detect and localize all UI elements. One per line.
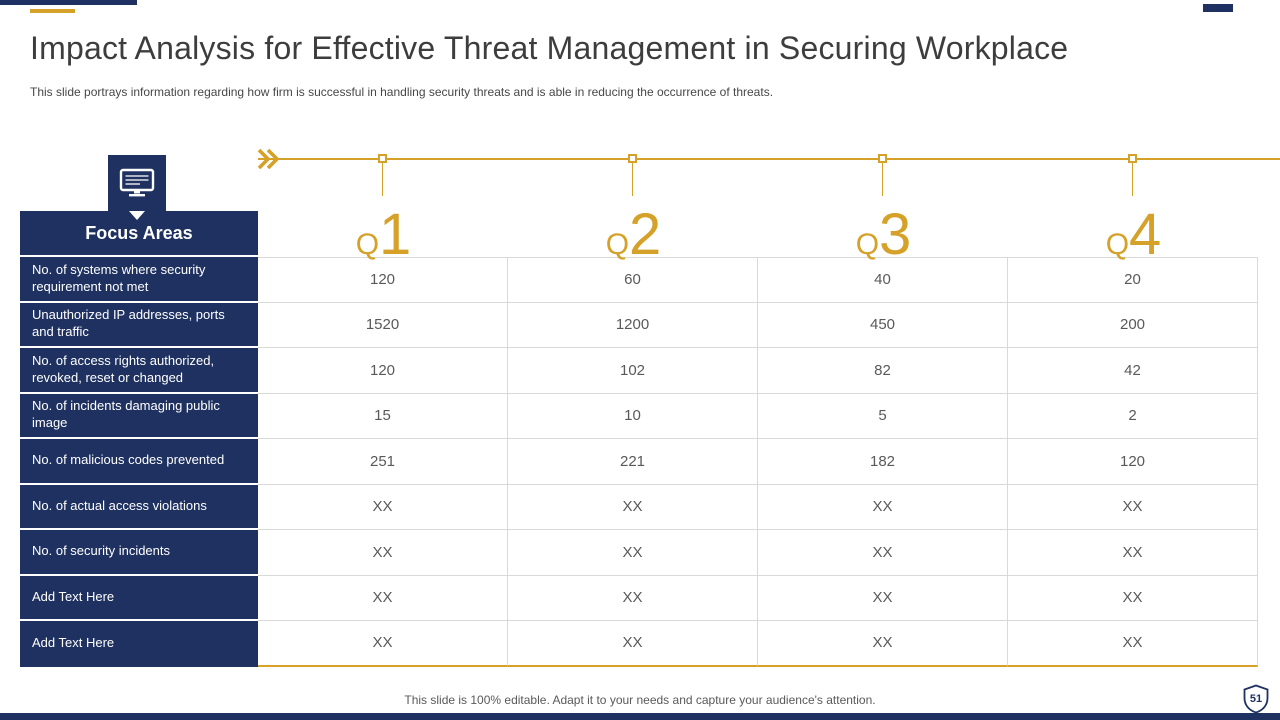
value-cell: XX xyxy=(258,575,508,621)
double-chevron-icon xyxy=(257,148,280,170)
value-cell: XX xyxy=(508,621,758,667)
value-cell: XX xyxy=(1008,484,1258,530)
value-cell: 450 xyxy=(758,302,1008,348)
value-cell: 5 xyxy=(758,393,1008,439)
q-prefix: Q xyxy=(1105,228,1130,261)
row-label: No. of security incidents xyxy=(20,530,258,576)
value-cell: XX xyxy=(758,530,1008,576)
row-label: Add Text Here xyxy=(20,621,258,667)
q-number: 4 xyxy=(1129,202,1161,267)
monitor-icon-box xyxy=(108,155,166,211)
slide-subtitle: This slide portrays information regardin… xyxy=(30,85,774,99)
value-cell: 120 xyxy=(1008,439,1258,485)
value-cell: 102 xyxy=(508,348,758,394)
value-cell: XX xyxy=(258,530,508,576)
value-cell: 10 xyxy=(508,393,758,439)
value-cell: 82 xyxy=(758,348,1008,394)
row-label: Add Text Here xyxy=(20,575,258,621)
value-cell: 20 xyxy=(1008,257,1258,303)
timeline-drop-line xyxy=(882,161,883,196)
page-number: 51 xyxy=(1250,693,1262,705)
value-cell: 120 xyxy=(258,257,508,303)
value-cell: 15 xyxy=(258,393,508,439)
value-cell: XX xyxy=(1008,621,1258,667)
q-number: 3 xyxy=(879,202,911,267)
q-number: 1 xyxy=(379,202,411,267)
bottom-navy-bar xyxy=(0,713,1280,720)
q-prefix: Q xyxy=(355,228,380,261)
value-cell: XX xyxy=(508,575,758,621)
value-cell: XX xyxy=(508,484,758,530)
value-cell: XX xyxy=(508,530,758,576)
value-cell: 42 xyxy=(1008,348,1258,394)
q-prefix: Q xyxy=(605,228,630,261)
value-cell: 2 xyxy=(1008,393,1258,439)
row-label: No. of malicious codes prevented xyxy=(20,439,258,485)
value-cell: 182 xyxy=(758,439,1008,485)
page-title: Impact Analysis for Effective Threat Man… xyxy=(30,30,1069,66)
timeline-drop-line xyxy=(1132,161,1133,196)
monitor-icon xyxy=(119,168,155,197)
value-cell: XX xyxy=(258,621,508,667)
q-number: 2 xyxy=(629,202,661,267)
row-label: No. of incidents damaging public image xyxy=(20,393,258,439)
timeline-drop-line xyxy=(632,161,633,196)
value-cell: XX xyxy=(1008,575,1258,621)
q-prefix: Q xyxy=(855,228,880,261)
top-right-navy-bar xyxy=(1203,4,1233,12)
value-cell: XX xyxy=(1008,530,1258,576)
value-cell: XX xyxy=(758,484,1008,530)
footer-note: This slide is 100% editable. Adapt it to… xyxy=(404,693,876,707)
value-cell: 40 xyxy=(758,257,1008,303)
value-cell: 120 xyxy=(258,348,508,394)
row-label: Unauthorized IP addresses, ports and tra… xyxy=(20,302,258,348)
top-left-gold-accent xyxy=(30,9,75,13)
shield-page-badge-icon: 51 xyxy=(1243,684,1269,714)
row-label: No. of systems where security requiremen… xyxy=(20,257,258,303)
value-cell: XX xyxy=(758,575,1008,621)
timeline-line xyxy=(258,158,1280,160)
value-cell: 221 xyxy=(508,439,758,485)
value-cell: 251 xyxy=(258,439,508,485)
row-label: No. of access rights authorized, revoked… xyxy=(20,348,258,394)
row-label: No. of actual access violations xyxy=(20,484,258,530)
value-cell: 60 xyxy=(508,257,758,303)
value-cell: 200 xyxy=(1008,302,1258,348)
value-cell: XX xyxy=(258,484,508,530)
value-cell: 1520 xyxy=(258,302,508,348)
top-left-navy-bar xyxy=(0,0,137,5)
monitor-box-pointer xyxy=(129,211,145,220)
value-cell: XX xyxy=(758,621,1008,667)
timeline-drop-line xyxy=(382,161,383,196)
timeline xyxy=(257,148,1280,200)
value-cell: 1200 xyxy=(508,302,758,348)
